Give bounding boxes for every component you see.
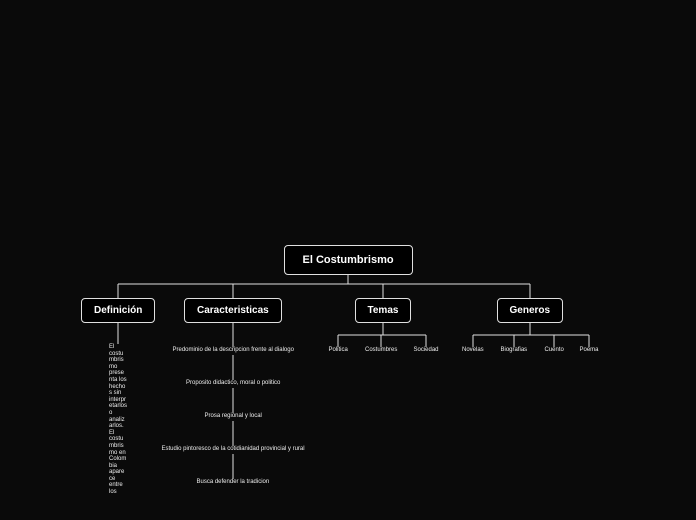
- carac-item-3: Estudio pintoresco de la cotidianidad pr…: [162, 446, 305, 452]
- temas-item-0: Politica: [329, 347, 348, 353]
- generos-item-3: Poema: [580, 347, 599, 353]
- branch-definicion: Definición: [81, 298, 155, 323]
- generos-item-0: Novelas: [462, 347, 484, 353]
- branch-generos: Generos: [497, 298, 564, 323]
- root-node: El Costumbrismo: [284, 245, 413, 275]
- carac-item-1: Proposito didactico, moral o politico: [186, 380, 280, 386]
- carac-item-2: Prosa regional y local: [205, 413, 262, 419]
- definicion-text: El costumbrismo presenta los hechos sin …: [109, 344, 127, 496]
- carac-item-4: Busca defender la tradicion: [197, 479, 270, 485]
- generos-item-2: Cuento: [545, 347, 564, 353]
- generos-item-1: Biografias: [501, 347, 528, 353]
- temas-item-2: Sociedad: [414, 347, 439, 353]
- branch-temas: Temas: [355, 298, 412, 323]
- branch-caracteristicas: Caracteristicas: [184, 298, 282, 323]
- carac-item-0: Predominio de la descripcion frente al d…: [173, 347, 294, 353]
- temas-item-1: Costumbres: [365, 347, 397, 353]
